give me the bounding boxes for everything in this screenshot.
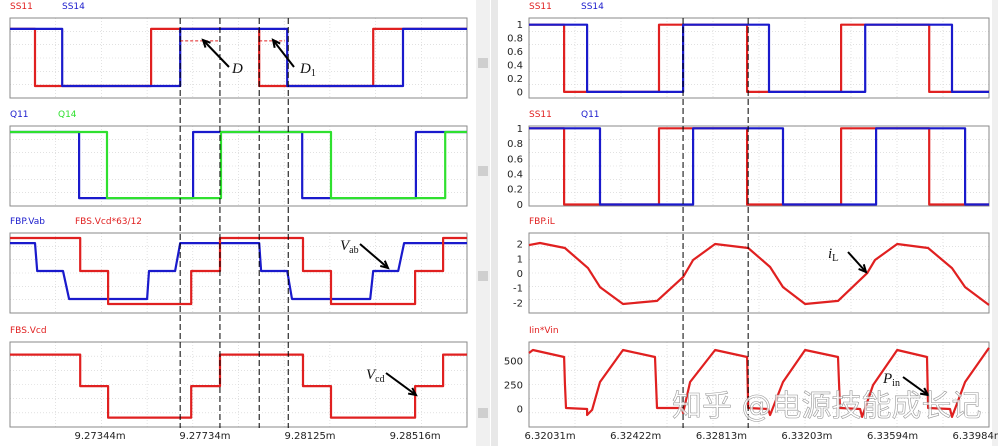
x-tick-label: 6.33594m [867,431,918,442]
plot-frame [9,125,468,207]
y-tick-label: 2 [517,240,523,251]
panel-3: FBS.Vcd Vcd [9,326,468,428]
annotation-label: Vab [340,238,359,256]
annotation-arrow [847,251,867,273]
y-tick-label: 250 [504,380,523,391]
panel-0: SS11 SS14 D D1 [9,2,468,99]
series-q14 [10,130,467,200]
y-tick-label: 0.4 [507,170,523,181]
panel-2: FBP.Vab FBS.Vcd*63/12 Vab [9,217,468,314]
series-label: Q11 [10,110,29,120]
annotation-arrow [272,39,295,68]
y-tick-label: 0 [517,87,523,98]
x-tick-label: 6.32031m [524,431,575,442]
series-label: SS11 [529,110,552,120]
arrow-head-icon [858,264,868,274]
x-tick-label: 9.27734m [179,431,230,442]
series-ss14 [10,27,467,88]
left-scrollbar[interactable] [476,0,490,446]
series-ss11 [529,127,989,206]
scroll-thumb[interactable] [478,408,488,418]
x-tick-label: 6.33203m [781,431,832,442]
y-tick-label: 1 [517,20,523,31]
y-tick-label: 0.2 [507,185,523,196]
annotation-arrow [385,372,417,396]
y-tick-label: -2 [513,298,523,309]
watermark: 知乎 @电源技能成长记 [672,389,982,424]
annotation-label: Pin [882,371,900,389]
x-tick-label: 9.28125m [284,431,335,442]
right-scrollbar[interactable] [992,0,998,446]
x-tick-label: 6.32422m [610,431,661,442]
y-tick-label: 0 [517,404,523,415]
panel-1: 0 0.2 0.4 0.6 0.8 1 SS11 Q11 [507,110,990,211]
series-label: Q11 [581,110,600,120]
series-label: SS11 [529,2,552,12]
series-ss11 [529,23,989,94]
y-tick-label: 1 [517,254,523,265]
plot-frame [9,232,468,314]
series-label: SS11 [10,2,33,12]
plot-frame [528,341,990,428]
y-tick-label: 500 [504,356,523,367]
series-fbp-il [528,241,990,306]
arrow-head-icon [919,387,930,397]
series-fbs-vcd-63-12 [10,236,467,306]
series-label: FBS.Vcd*63/12 [75,217,142,227]
plot-frame [528,232,990,314]
plot-frame [528,125,990,207]
series-iin-vin [528,347,990,418]
y-tick-label: 1 [517,124,523,135]
arrow-head-icon [407,387,418,397]
plot-frame [9,341,468,428]
series-label: Iin*Vin [529,326,559,336]
panel-1: Q11 Q14 [9,110,468,207]
plot-frame [9,17,468,99]
panel-2: -2 -1 0 1 2 FBP.iL iL [513,217,990,314]
pane-divider[interactable] [491,0,498,446]
annotation-arrow [902,376,929,396]
arrow-head-icon [201,38,211,48]
x-tick-label: 6.32813m [696,431,747,442]
annotation-arrow [359,243,389,269]
x-tick-label: 9.27344m [75,431,126,442]
arrow-head-icon [380,260,390,270]
x-tick-label: 6.33984m [952,431,998,442]
scroll-thumb[interactable] [478,271,488,281]
panel-0: 0 0.2 0.4 0.6 0.8 1 SS11 SS14 [507,2,990,99]
annotation-label: Vcd [366,367,385,385]
panel-3: 0 250 500 Iin*Vin Pin [504,326,990,428]
y-tick-label: 0 [517,200,523,211]
series-label: FBS.Vcd [10,326,47,336]
series-fbs-vcd [10,353,467,419]
series-ss14 [529,23,989,94]
series-label: SS14 [62,2,85,12]
annotation-label: D [231,61,243,77]
series-label: SS14 [581,2,604,12]
series-label: FBP.Vab [10,217,45,227]
y-tick-label: -1 [513,284,523,295]
right-chart: 0 0.2 0.4 0.6 0.8 1 SS11 SS14 0 0.2 0.4 0.6 0.8 1 SS11… [504,2,998,442]
series-q11 [529,127,989,206]
y-tick-label: 0.6 [507,47,523,58]
y-tick-label: 0.2 [507,74,523,85]
left-chart: SS11 SS14 D D1 Q11 Q14 FBP.Vab FBS.Vcd*63/12 Vab… [9,2,468,442]
series-label: Q14 [58,110,77,120]
scroll-thumb[interactable] [478,58,488,68]
y-tick-label: 0.4 [507,61,523,72]
y-tick-label: 0.8 [507,139,523,150]
y-tick-label: 0 [517,269,523,280]
annotation-label: iL [828,246,838,264]
annotation-arrow [202,39,230,68]
arrow-head-icon [271,38,281,49]
scroll-thumb[interactable] [478,166,488,176]
x-tick-label: 9.28516m [390,431,441,442]
series-label: FBP.iL [529,217,555,227]
annotation-label: D1 [299,61,316,79]
y-tick-label: 0.6 [507,154,523,165]
y-tick-label: 0.8 [507,34,523,45]
plot-frame [528,17,990,99]
